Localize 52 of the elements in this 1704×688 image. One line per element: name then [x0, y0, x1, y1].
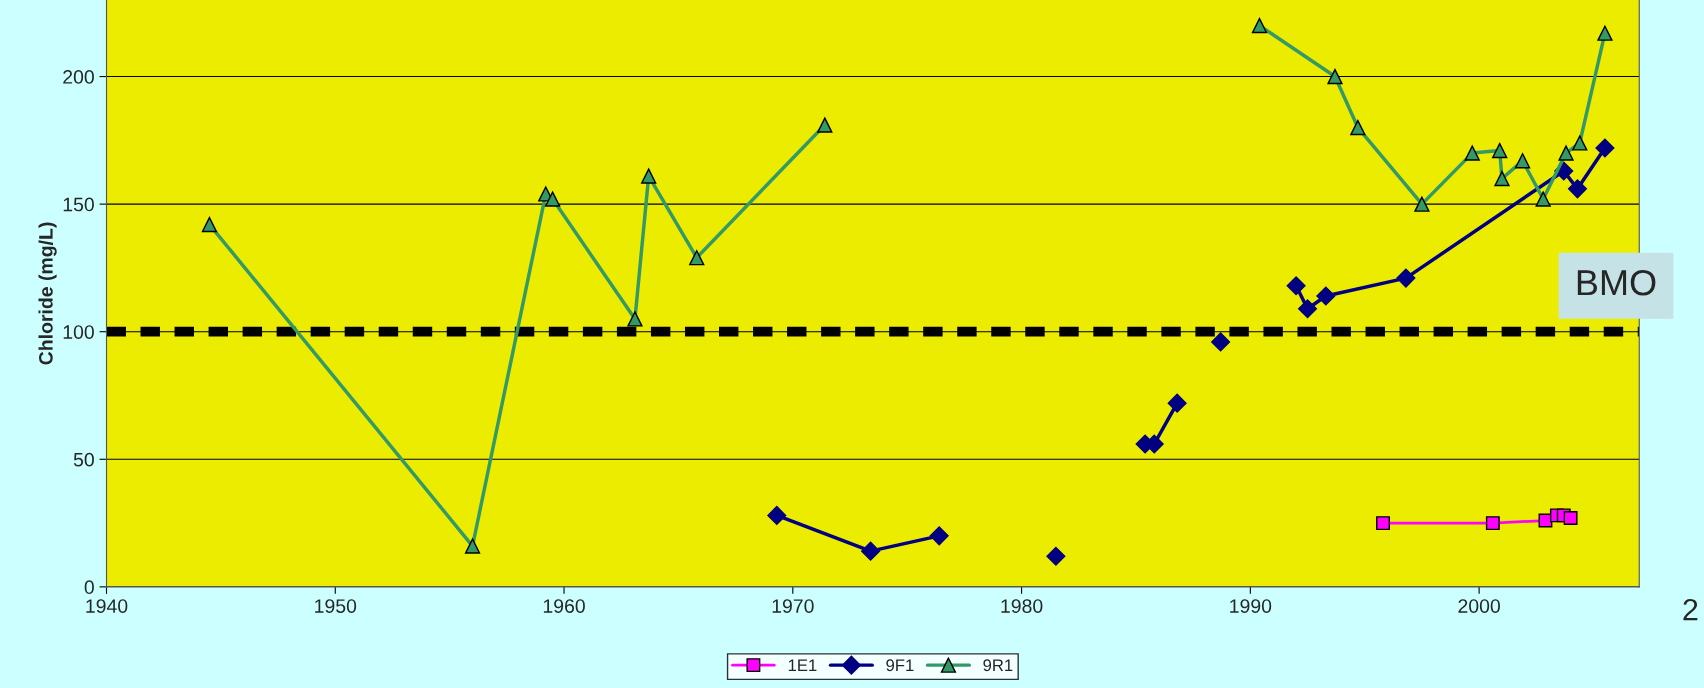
point [1464, 145, 1480, 161]
point [767, 505, 787, 525]
point [1597, 25, 1613, 41]
x-tick-label: 1950 [315, 599, 357, 613]
point [861, 541, 881, 561]
point [1595, 138, 1615, 158]
y-tick-label: 200 [63, 70, 94, 84]
point [641, 168, 657, 184]
point [544, 191, 561, 207]
point [1567, 179, 1588, 199]
x-tick-label: 1960 [543, 599, 585, 613]
point [201, 216, 218, 233]
point [1376, 516, 1390, 531]
legend-label: 9F1 [886, 659, 914, 672]
point [1211, 332, 1231, 352]
point [689, 250, 705, 266]
point [1350, 119, 1366, 136]
point [929, 526, 949, 546]
x-tick-label: 1980 [1001, 599, 1043, 613]
point [627, 311, 643, 327]
point [1563, 511, 1578, 525]
point [1414, 196, 1430, 212]
point [1046, 546, 1066, 566]
point [1494, 170, 1510, 187]
x-tick-label: 2000 [1458, 599, 1500, 613]
y-tick-label: 50 [73, 452, 94, 467]
point [1535, 191, 1551, 207]
point [817, 117, 833, 133]
point [1396, 268, 1416, 288]
point [1167, 393, 1187, 413]
x-tick-label: 1990 [1230, 599, 1272, 613]
point [1558, 145, 1574, 161]
point [1316, 286, 1336, 306]
y-tick-label: 150 [63, 197, 94, 212]
point [464, 538, 481, 554]
text: 2 [1683, 598, 1698, 621]
x-tick-label: 1970 [772, 599, 814, 613]
point [1485, 516, 1500, 531]
y-tick-label: 100 [63, 325, 94, 339]
legend-label: 9R1 [983, 659, 1013, 672]
point [1327, 68, 1343, 85]
point [1297, 299, 1318, 319]
y-tick-label: 0 [84, 580, 94, 595]
point [1251, 17, 1268, 34]
point [1286, 276, 1306, 296]
ref-line-label: BMO [1577, 269, 1656, 296]
y-axis-title: Chloride (mg/L) [38, 222, 57, 365]
point [1572, 135, 1588, 151]
point [1492, 142, 1508, 159]
x-tick-label: 1940 [86, 599, 128, 613]
legend-label: 1E1 [788, 659, 817, 671]
point [1514, 153, 1531, 169]
